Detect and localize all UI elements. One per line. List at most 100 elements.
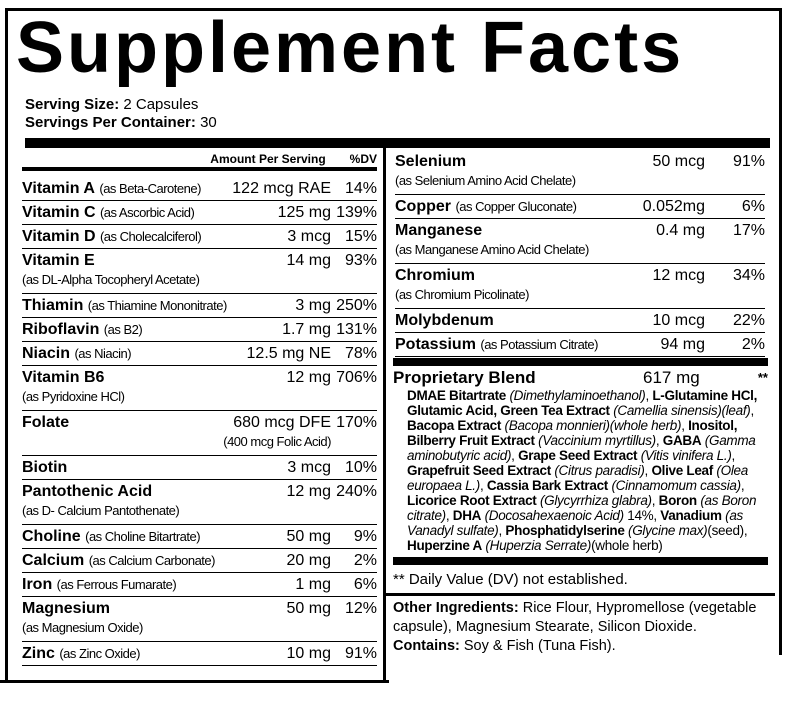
dv-header: %DV — [349, 151, 377, 166]
nutrient-name-cell: Calcium (as Calcium Carbonate) — [22, 549, 281, 571]
nutrient-amount-cell: 3 mcg — [287, 456, 331, 478]
nutrient-row: Vitamin A (as Beta-Carotene) 122 mcg RAE 1… — [22, 177, 377, 201]
serving-size-value: 2 Capsules — [123, 96, 199, 113]
nutrient-name-cell: Vitamin B6 (as Pyridoxine HCl) — [22, 366, 281, 405]
blend-ingredient-suffix: , — [479, 478, 484, 493]
nutrient-source: (as Niacin) — [74, 346, 132, 361]
nutrient-row: Niacin (as Niacin) 12.5 mg NE 78% — [22, 342, 377, 366]
nutrient-dv: 10% — [344, 459, 377, 476]
nutrient-name: Vitamin C — [22, 204, 96, 221]
blend-ingredient-suffix: , — [750, 403, 754, 418]
nutrient-amount-cell: 14 mg — [287, 249, 331, 271]
nutrient-amount: 1 mg — [295, 576, 331, 593]
blend-ingredient-source: (Vitis vinifera L.) — [640, 448, 732, 463]
nutrient-name: Niacin — [22, 345, 71, 362]
nutrient-name-cell: Selenium (as Selenium Amino Acid Chelate) — [395, 150, 647, 189]
blend-ingredient: Grapefruit Seed Extract — [407, 463, 551, 478]
nutrient-name-cell: Biotin — [22, 456, 281, 478]
nutrient-name: Folate — [22, 414, 70, 431]
blend-ingredient: Cassia Bark Extract — [486, 478, 609, 493]
blend-header: Proprietary Blend 617 mg ** — [393, 368, 768, 388]
nutrient-name: Chromium — [395, 267, 475, 284]
nutrient-row: Vitamin D (as Cholecalciferol) 3 mcg 15% — [22, 225, 377, 249]
serving-size: Serving Size: 2 Capsules — [25, 96, 198, 114]
blend-ingredient-source: (Dimethylaminoethanol) — [509, 388, 646, 403]
blend-ingredient-suffix: , — [644, 463, 649, 478]
blend-ingredient-suffix: , — [498, 523, 503, 538]
nutrient-name: Copper — [395, 198, 451, 215]
nutrient-source: (as Zinc Oxide) — [59, 646, 140, 661]
nutrient-amount-cell: 10 mg — [287, 642, 331, 664]
nutrient-source: (as DL-Alpha Tocopheryl Acetate) — [22, 272, 200, 287]
nutrient-name: Zinc — [22, 645, 55, 662]
blend-ingredient-source: (Huperzia Serrate) — [485, 538, 592, 553]
blend-ingredient-source: (Bacopa monnieri)(whole herb) — [504, 418, 682, 433]
nutrient-source: (as B2) — [103, 322, 143, 337]
blend-ingredient: DHA — [452, 508, 482, 523]
servings-per-container: Servings Per Container: 30 — [25, 114, 217, 132]
blend-ingredient: Bacopa Extract — [407, 418, 502, 433]
nutrient-amount-cell: 12 mcg — [653, 264, 705, 286]
blend-ingredient-source: (as Vanadyl sulfate) — [407, 508, 743, 538]
nutrient-row: Pantothenic Acid (as D- Calcium Pantothen… — [22, 480, 377, 525]
label-border — [5, 8, 782, 655]
blend-ingredient: L-Glutamine HCl, Glutamic Acid, Green Te… — [407, 388, 758, 418]
nutrient-name-cell: Manganese (as Manganese Amino Acid Chelat… — [395, 219, 650, 258]
left-bottom-border — [0, 680, 389, 683]
blend-ingredient-source: (Glycine max) — [628, 523, 708, 538]
nutrient-amount-cell: 3 mcg — [287, 225, 331, 247]
nutrient-amount-cell: 3 mg — [295, 294, 331, 316]
nutrient-source: (as Thiamine Mononitrate) — [87, 298, 228, 313]
nutrient-name: Manganese — [395, 222, 483, 239]
nutrient-name: Thiamin — [22, 297, 84, 314]
blend-ingredient-suffix: , — [655, 433, 660, 448]
nutrient-source: (as Manganese Amino Acid Chelate) — [395, 242, 589, 257]
nutrient-source: (as Ascorbic Acid) — [99, 205, 195, 220]
nutrient-name: Vitamin D — [22, 228, 96, 245]
nutrient-amount-cell: 1 mg — [295, 573, 331, 595]
blend-ingredient-suffix: 14%, — [623, 508, 657, 523]
nutrient-source: (as D- Calcium Pantothenate) — [22, 503, 180, 518]
right-column: Selenium (as Selenium Amino Acid Chelate)… — [395, 150, 765, 357]
left-column: Amount Per Serving %DV Vitamin A (as Bet… — [22, 150, 377, 666]
blend-ingredient-source: (Docosahexaenoic Acid) — [484, 508, 625, 523]
nutrient-dv: 22% — [732, 312, 765, 329]
nutrient-source: (as Choline Bitartrate) — [85, 529, 201, 544]
nutrient-row: Manganese (as Manganese Amino Acid Chelat… — [395, 219, 765, 264]
nutrient-row: Molybdenum 10 mcg 22% — [395, 309, 765, 333]
blend-ingredient: Huperzine A — [407, 538, 482, 553]
blend-ingredient-source: (Citrus paradisi) — [554, 463, 645, 478]
blend-ingredient: Vanadium — [660, 508, 722, 523]
nutrient-name-cell: Niacin (as Niacin) — [22, 342, 241, 364]
nutrient-row: Choline (as Choline Bitartrate) 50 mg 9% — [22, 525, 377, 549]
nutrient-row: Calcium (as Calcium Carbonate) 20 mg 2% — [22, 549, 377, 573]
nutrient-dv: 2% — [353, 552, 377, 569]
nutrient-amount-cell: 122 mcg RAE — [232, 177, 331, 199]
nutrient-source: (as Cholecalciferol) — [99, 229, 202, 244]
blend-ingredient: Inositol, Bilberry Fruit Extract — [407, 418, 738, 448]
blend-ingredient-source: (Olea europaea L.) — [407, 463, 748, 493]
nutrient-dv: 170% — [336, 414, 377, 431]
blend-ingredient-source: (Cinnamomum cassia) — [611, 478, 741, 493]
nutrient-dv: 17% — [732, 222, 765, 239]
nutrient-name-cell: Vitamin C (as Ascorbic Acid) — [22, 201, 272, 223]
nutrient-row: Zinc (as Zinc Oxide) 10 mg 91% — [22, 642, 377, 666]
nutrient-name: Pantothenic Acid — [22, 483, 153, 500]
nutrient-dv: 9% — [353, 528, 377, 545]
nutrient-amount-cell: 12.5 mg NE — [247, 342, 331, 364]
thick-divider — [393, 358, 768, 366]
nutrient-amount: 3 mg — [295, 297, 331, 314]
nutrient-name-cell: Potassium (as Potassium Citrate) — [395, 333, 655, 355]
nutrient-name: Vitamin B6 — [22, 369, 105, 386]
nutrient-amount: 50 mg — [286, 528, 331, 545]
nutrient-row: Folate 680 mcg DFE (400 mcg Folic Acid) 170… — [22, 411, 377, 456]
blend-ingredient: GABA — [662, 433, 702, 448]
nutrient-source: (as Beta-Carotene) — [99, 181, 201, 196]
nutrient-row: Biotin 3 mcg 10% — [22, 456, 377, 480]
blend-ingredient-suffix: , — [445, 508, 450, 523]
nutrient-name: Molybdenum — [395, 312, 494, 329]
nutrient-row: Thiamin (as Thiamine Mononitrate) 3 mg 250… — [22, 294, 377, 318]
nutrient-name-cell: Folate — [22, 411, 217, 433]
right-bottom-border — [386, 593, 775, 596]
dv-footnote: ** Daily Value (DV) not established. — [393, 571, 628, 588]
